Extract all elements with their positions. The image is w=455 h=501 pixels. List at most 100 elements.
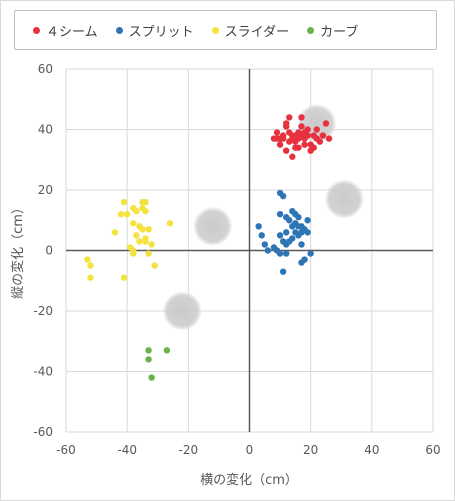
data-point-series-0: [298, 123, 305, 130]
y-tick-label: 20: [38, 183, 53, 197]
data-point-series-1: [255, 223, 262, 230]
tick-labels: -60 -40 -20 0 20 40 60 -60 -40 -20 0 20 40 60: [33, 62, 440, 457]
data-point-series-0: [325, 135, 333, 142]
data-point-series-1: [283, 250, 290, 257]
data-point-series-2: [139, 226, 146, 233]
data-point-series-2: [142, 207, 149, 215]
data-points: [84, 114, 333, 381]
data-point-series-1: [264, 247, 272, 254]
legend-item-split: スプリット: [115, 21, 194, 40]
x-axis-label: 横の変化（cm）: [200, 472, 298, 488]
ghost-marker: [325, 180, 364, 219]
data-point-series-0: [304, 126, 311, 133]
data-point-series-1: [295, 223, 302, 230]
data-point-series-1: [276, 232, 284, 239]
x-tick-label: -60: [56, 443, 76, 457]
x-tick-label: 0: [246, 443, 254, 457]
x-tick-label: -40: [117, 443, 137, 457]
data-point-series-1: [304, 229, 311, 236]
data-point-series-0: [301, 141, 308, 148]
legend-marker-slider: [211, 26, 219, 34]
data-point-series-3: [148, 374, 155, 381]
data-point-series-0: [283, 120, 290, 127]
data-point-series-0: [279, 135, 287, 142]
data-point-series-2: [117, 211, 125, 218]
legend-marker-split: [115, 26, 123, 34]
data-point-series-1: [292, 211, 299, 218]
legend-marker-4seam: [33, 26, 40, 34]
data-point-series-2: [151, 262, 158, 269]
data-point-series-0: [322, 120, 330, 127]
data-point-series-2: [145, 250, 152, 257]
data-point-series-0: [289, 153, 296, 160]
data-point-series-0: [273, 129, 281, 136]
data-point-series-1: [283, 229, 290, 236]
y-axis-label: 縦の変化（cm）: [10, 201, 26, 299]
data-point-series-2: [145, 226, 152, 233]
y-tick-label: -40: [33, 365, 53, 379]
y-tick-label: 60: [38, 62, 53, 76]
data-point-series-2: [120, 198, 128, 206]
data-point-series-2: [87, 274, 94, 281]
data-point-series-2: [130, 220, 137, 227]
data-point-series-2: [87, 262, 94, 269]
data-point-series-1: [298, 259, 305, 266]
ghost-marker: [193, 207, 232, 246]
data-point-series-2: [148, 241, 155, 248]
data-point-series-0: [304, 132, 311, 139]
legend-label-curve: カーブ: [320, 24, 359, 40]
data-point-series-2: [166, 220, 174, 227]
legend: ４シーム スプリット スライダー カーブ: [14, 10, 437, 50]
axes: [66, 69, 433, 432]
y-tick-label: -60: [33, 425, 53, 439]
data-point-series-0: [286, 114, 293, 121]
data-point-series-0: [313, 126, 320, 133]
data-point-series-1: [279, 238, 287, 245]
ghost-markers: [163, 104, 364, 330]
data-point-series-2: [111, 229, 119, 236]
legend-label-split: スプリット: [128, 24, 194, 40]
legend-label-slider: スライダー: [224, 24, 290, 40]
data-point-series-0: [298, 114, 305, 121]
y-tick-label: -20: [33, 304, 53, 318]
legend-item-slider: スライダー: [211, 21, 290, 40]
legend-item-4seam: ４シーム: [33, 21, 98, 40]
data-point-series-2: [123, 211, 131, 218]
data-point-series-1: [276, 211, 284, 218]
data-point-series-0: [273, 135, 281, 142]
data-point-series-2: [133, 207, 140, 215]
data-point-series-0: [310, 144, 317, 151]
data-point-series-1: [304, 217, 311, 224]
data-point-series-1: [279, 192, 287, 200]
x-tick-label: 40: [364, 443, 379, 457]
data-point-series-0: [319, 132, 327, 139]
legend-label-4seam: ４シーム: [46, 24, 98, 40]
data-point-series-1: [298, 241, 305, 248]
y-tick-label: 0: [45, 244, 53, 258]
data-point-series-1: [261, 241, 268, 248]
ghost-marker: [163, 292, 202, 330]
data-point-series-2: [142, 198, 149, 206]
data-point-series-1: [286, 217, 293, 224]
data-point-series-2: [130, 250, 137, 257]
data-point-series-1: [292, 229, 299, 236]
data-point-series-1: [270, 244, 278, 251]
x-tick-label: 20: [303, 443, 318, 457]
data-point-series-3: [163, 347, 171, 354]
data-point-series-2: [120, 274, 128, 281]
y-tick-label: 40: [38, 123, 53, 137]
data-point-series-1: [307, 250, 314, 257]
data-point-series-1: [279, 268, 287, 275]
legend-marker-curve: [307, 26, 315, 34]
x-tick-label: -20: [179, 443, 199, 457]
legend-item-curve: カーブ: [307, 21, 358, 40]
x-tick-label: 60: [425, 443, 440, 457]
data-point-series-0: [316, 138, 324, 145]
data-point-series-1: [289, 223, 296, 230]
data-point-series-0: [276, 141, 284, 148]
data-point-series-2: [136, 238, 143, 245]
data-point-series-1: [258, 232, 265, 239]
data-point-series-2: [142, 235, 149, 242]
data-point-series-0: [292, 144, 299, 151]
